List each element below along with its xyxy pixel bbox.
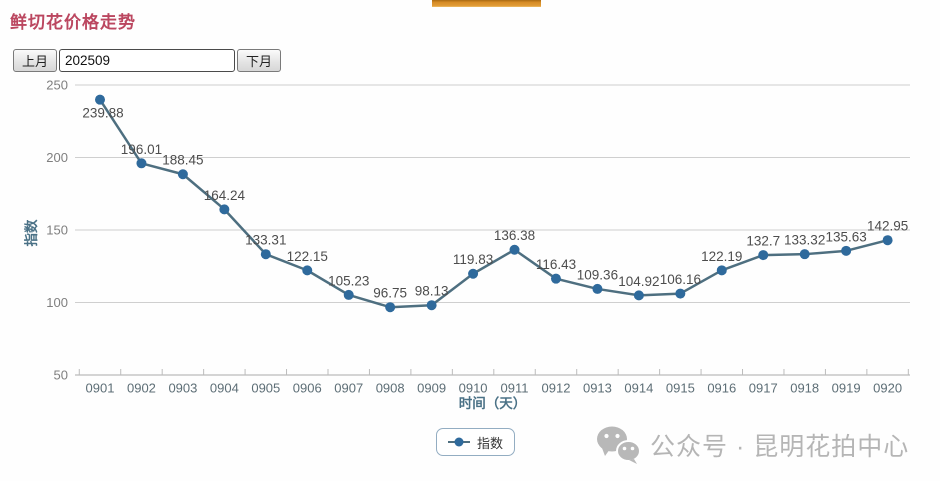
watermark: 公众号 · 昆明花拍中心 <box>595 425 909 465</box>
svg-text:122.19: 122.19 <box>701 249 742 264</box>
svg-text:196.01: 196.01 <box>121 142 162 157</box>
svg-text:0914: 0914 <box>624 381 653 396</box>
prev-month-button[interactable]: 上月 <box>13 49 57 72</box>
svg-text:0910: 0910 <box>459 381 488 396</box>
svg-text:0906: 0906 <box>293 381 322 396</box>
partial-tab-fragment[interactable] <box>432 0 541 7</box>
svg-text:0901: 0901 <box>86 381 115 396</box>
svg-text:0905: 0905 <box>251 381 280 396</box>
svg-text:0913: 0913 <box>583 381 612 396</box>
svg-text:136.38: 136.38 <box>494 228 535 243</box>
svg-text:0919: 0919 <box>832 381 861 396</box>
svg-text:150: 150 <box>46 223 68 238</box>
svg-text:142.95: 142.95 <box>867 219 908 234</box>
svg-text:188.45: 188.45 <box>162 153 203 168</box>
svg-text:250: 250 <box>46 78 68 93</box>
svg-text:105.23: 105.23 <box>328 273 369 288</box>
wechat-icon <box>597 426 641 464</box>
svg-text:0909: 0909 <box>417 381 446 396</box>
month-controls: 上月 下月 <box>0 49 940 73</box>
svg-text:50: 50 <box>54 368 68 383</box>
legend-label: 指数 <box>477 435 504 451</box>
svg-text:0918: 0918 <box>790 381 819 396</box>
svg-text:119.83: 119.83 <box>453 252 493 267</box>
svg-text:133.31: 133.31 <box>245 233 286 248</box>
svg-text:100: 100 <box>46 295 68 310</box>
chart-legend[interactable]: 指数 <box>436 428 516 456</box>
svg-text:133.32: 133.32 <box>784 233 825 248</box>
svg-text:239.88: 239.88 <box>82 106 123 121</box>
svg-text:132.7: 132.7 <box>746 234 780 249</box>
svg-text:0907: 0907 <box>334 381 363 396</box>
svg-text:135.63: 135.63 <box>825 229 866 244</box>
svg-text:164.24: 164.24 <box>204 188 246 203</box>
svg-text:0916: 0916 <box>707 381 736 396</box>
svg-text:0912: 0912 <box>542 381 571 396</box>
svg-text:0903: 0903 <box>168 381 197 396</box>
svg-text:0915: 0915 <box>666 381 695 396</box>
svg-text:时间（天）: 时间（天） <box>459 395 527 411</box>
next-month-button[interactable]: 下月 <box>237 49 281 72</box>
svg-text:0920: 0920 <box>873 381 902 396</box>
svg-text:0911: 0911 <box>501 381 529 396</box>
svg-text:指数: 指数 <box>23 219 39 246</box>
svg-text:0917: 0917 <box>749 381 778 396</box>
svg-text:116.43: 116.43 <box>536 257 576 272</box>
month-input[interactable] <box>59 49 235 72</box>
svg-text:200: 200 <box>46 150 68 165</box>
watermark-text: 公众号 · 昆明花拍中心 <box>650 433 910 461</box>
svg-text:96.75: 96.75 <box>373 286 407 301</box>
svg-text:104.92: 104.92 <box>618 274 659 289</box>
svg-text:0902: 0902 <box>127 381 156 396</box>
svg-text:122.15: 122.15 <box>287 249 328 264</box>
svg-text:106.16: 106.16 <box>660 272 701 287</box>
page-title: 鲜切花价格走势 <box>10 13 136 32</box>
svg-text:98.13: 98.13 <box>415 284 449 299</box>
svg-text:109.36: 109.36 <box>577 267 618 282</box>
svg-text:0908: 0908 <box>376 381 405 396</box>
svg-text:0904: 0904 <box>210 381 239 396</box>
legend-line-marker-icon <box>448 437 470 447</box>
